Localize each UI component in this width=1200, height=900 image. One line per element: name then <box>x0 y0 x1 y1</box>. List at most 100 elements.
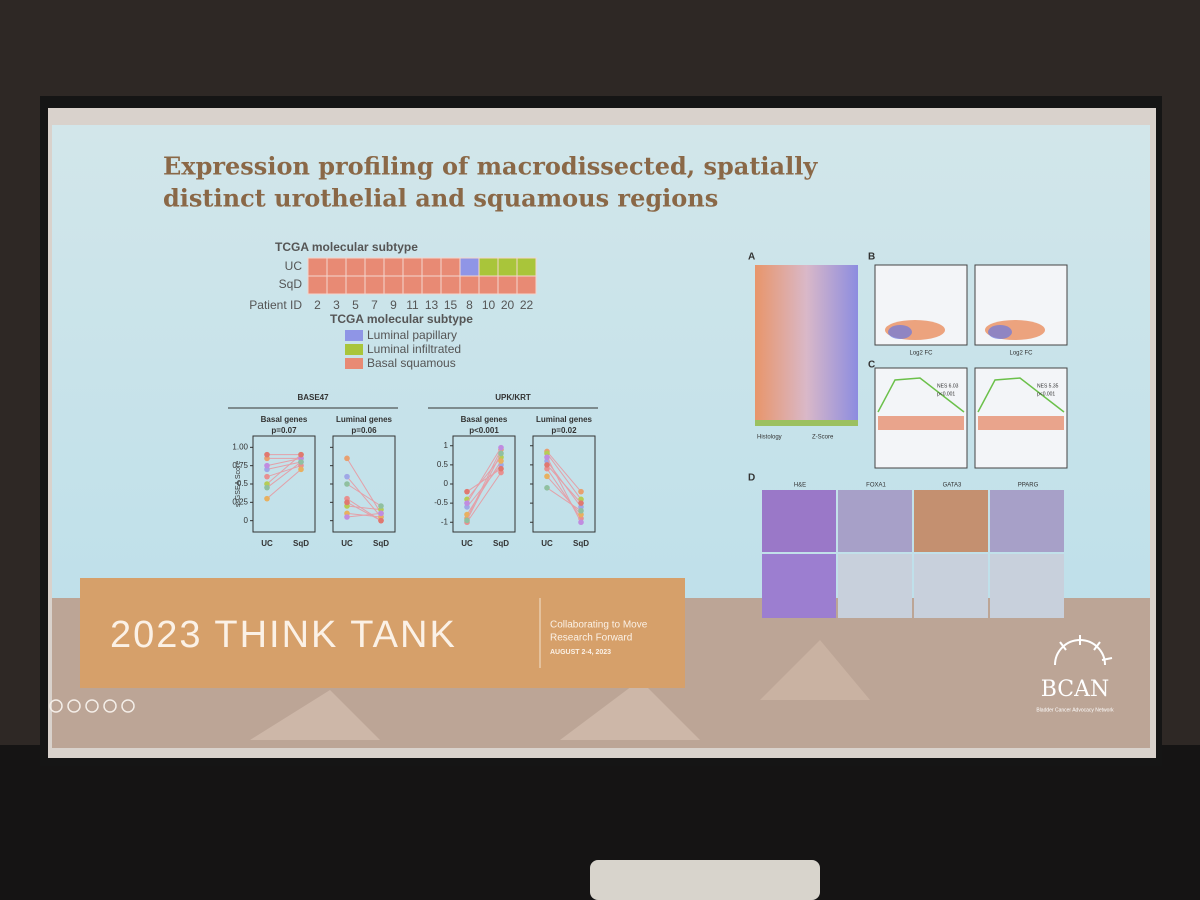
heatmap-bar <box>755 420 858 426</box>
panel-title: Basal genes <box>461 415 508 424</box>
legend-swatch <box>345 358 363 369</box>
y-tick-label: 1 <box>444 441 449 450</box>
title-line: distinct urothelial and squamous regions <box>163 184 718 213</box>
heatmap-cell <box>440 275 461 295</box>
x-tick-label: UC <box>541 539 553 548</box>
heatmap-header: TCGA molecular subtype <box>275 240 418 254</box>
heatmap-cell <box>364 275 385 295</box>
histology-image <box>914 554 988 618</box>
pair-line <box>466 447 502 504</box>
patient-id: 2 <box>314 298 321 312</box>
point <box>578 511 584 518</box>
y-tick-label: 0.75 <box>232 461 248 470</box>
pair-line <box>346 501 382 522</box>
legend-swatch <box>345 344 363 355</box>
panel-title: Basal genes <box>261 415 308 424</box>
heatmap-cell <box>421 275 442 295</box>
heatmap-cell <box>516 275 537 295</box>
patient-id: 11 <box>406 298 419 312</box>
heatmap-cell <box>364 257 385 277</box>
heatmap-cell <box>402 275 423 295</box>
legend-label: Basal squamous <box>367 356 456 370</box>
point <box>578 496 584 503</box>
pair-line <box>266 457 302 467</box>
pair-line <box>266 461 302 489</box>
heatmap-cell <box>516 257 537 277</box>
point <box>264 462 270 469</box>
y-tick-label: 0 <box>444 479 449 488</box>
legend-title: TCGA molecular subtype <box>330 312 473 326</box>
pair-line <box>466 449 502 519</box>
patient-id: 8 <box>466 298 473 312</box>
gsea-bar <box>978 416 1064 430</box>
gsea-stat: p<0.001 <box>1037 391 1055 397</box>
pair-line <box>346 505 382 511</box>
pair-line <box>546 487 582 512</box>
panel-title: Luminal genes <box>536 415 593 424</box>
tagline: Collaborating to Move <box>550 620 648 631</box>
point <box>344 481 350 487</box>
panel-letter: A <box>748 252 755 263</box>
stain-label: H&E <box>794 483 806 489</box>
histology-image <box>914 490 988 552</box>
gsea-stat: NES 6.03 <box>937 383 959 389</box>
point <box>344 455 350 462</box>
heatmap-cell <box>383 257 404 277</box>
stain-label: GATA3 <box>943 483 962 489</box>
pair-line <box>266 465 302 478</box>
y-tick-label: 0.5 <box>437 460 449 469</box>
point <box>578 519 584 526</box>
pair-line <box>466 453 502 521</box>
pair-line <box>266 468 302 500</box>
decor <box>760 640 870 700</box>
pair-line <box>546 456 582 523</box>
nav-controls[interactable] <box>49 699 135 713</box>
heatmap-legend: Histology <box>757 435 782 441</box>
point <box>578 488 584 495</box>
point <box>298 459 304 465</box>
histology-image <box>838 554 912 618</box>
pair-line <box>346 458 382 514</box>
pair-line <box>346 476 382 518</box>
y-tick-label: 1.00 <box>232 442 248 451</box>
point <box>264 495 270 502</box>
point <box>498 458 504 464</box>
p-value: p=0.02 <box>551 426 577 435</box>
pair-line <box>266 461 302 470</box>
decor <box>560 680 700 740</box>
heatmap-cell <box>402 257 423 277</box>
point <box>544 454 550 461</box>
pair-line <box>346 483 382 507</box>
x-tick-label: UC <box>261 539 273 548</box>
patient-id: 3 <box>333 298 340 312</box>
device <box>590 860 820 900</box>
point <box>498 465 504 472</box>
point <box>378 510 384 517</box>
p-value: p=0.06 <box>351 426 377 435</box>
heatmap-cell <box>497 275 518 295</box>
legend-label: Luminal infiltrated <box>367 342 461 356</box>
title-line: Expression profiling of macrodissected, … <box>163 152 818 181</box>
point <box>344 473 350 480</box>
heatmap-cell <box>383 275 404 295</box>
point <box>544 465 550 472</box>
histology-image <box>990 490 1064 552</box>
pair-line <box>466 468 502 493</box>
pair-line <box>346 498 382 522</box>
point <box>464 488 470 495</box>
pair-line <box>546 451 582 492</box>
panel-letter: C <box>868 360 875 371</box>
point <box>498 450 504 457</box>
point <box>264 484 270 491</box>
row-label: SqD <box>279 277 303 291</box>
patient-id: 22 <box>520 298 534 312</box>
gsea-stat: NES 5.35 <box>1037 383 1059 389</box>
patient-id: 20 <box>501 298 515 312</box>
stain-label: FOXA1 <box>866 483 886 489</box>
slide-content: TCGA molecular subtype UC SqD Patient ID 2 3 5… <box>228 240 1068 618</box>
point <box>578 507 584 514</box>
gsea-curve <box>877 377 965 413</box>
point <box>578 500 584 506</box>
